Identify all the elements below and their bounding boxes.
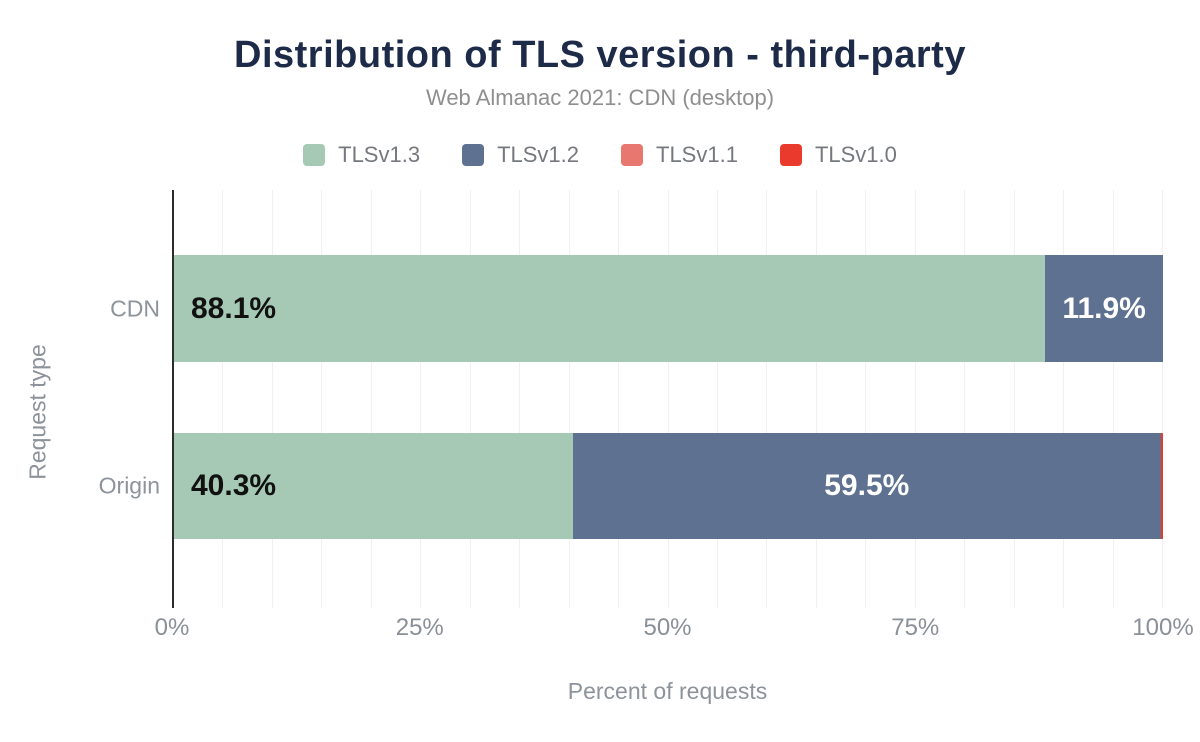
legend-label: TLSv1.2 — [497, 142, 579, 167]
legend-item-tlsv13[interactable]: TLSv1.3 — [303, 142, 420, 168]
bar-segment-cdn-tlsv12[interactable]: 11.9% — [1045, 255, 1163, 362]
gridline-35pct — [519, 190, 521, 608]
gridline-5pct — [222, 190, 224, 608]
legend: TLSv1.3 TLSv1.2 TLSv1.1 TLSv1.0 — [0, 142, 1200, 168]
gridline-15pct — [321, 190, 323, 608]
bar-segment-cdn-tlsv13[interactable]: 88.1% — [174, 255, 1046, 362]
legend-label: TLSv1.3 — [338, 142, 421, 167]
data-label-cdn-tlsv12: 11.9% — [1062, 291, 1146, 325]
legend-item-tlsv10[interactable]: TLSv1.0 — [779, 142, 897, 168]
bar-cdn: 88.1% 11.9% — [174, 255, 1163, 362]
bar-segment-origin-tlsv12[interactable]: 59.5% — [572, 433, 1162, 539]
bar-segment-origin-tlsv13[interactable]: 40.3% — [174, 433, 573, 539]
y-axis-title: Request type — [24, 344, 51, 480]
gridline-25pct — [420, 190, 422, 608]
plot-area: 88.1% 11.9% 40.3% 59.5% — [172, 190, 1163, 608]
gridline-45pct — [618, 190, 620, 608]
legend-label: TLSv1.0 — [814, 142, 897, 167]
gridline-55pct — [716, 190, 718, 608]
chart-title: Distribution of TLS version - third-part… — [234, 34, 966, 76]
gridline-85pct — [1013, 190, 1015, 608]
legend-item-tlsv11[interactable]: TLSv1.1 — [621, 142, 738, 168]
x-tick-75: 75% — [891, 614, 940, 641]
data-label-origin-tlsv13: 40.3% — [191, 469, 277, 502]
gridline-80pct — [964, 190, 966, 608]
gridline-10pct — [271, 190, 273, 608]
legend-swatch-tlsv12 — [462, 144, 485, 166]
legend-swatch-tlsv13 — [303, 144, 326, 166]
legend-swatch-tlsv10 — [779, 144, 802, 166]
gridline-100pct — [1162, 190, 1163, 608]
legend-swatch-tlsv11 — [621, 144, 643, 166]
x-tick-100: 100% — [1132, 614, 1194, 641]
x-tick-50: 50% — [643, 614, 692, 641]
chart-subtitle: Web Almanac 2021: CDN (desktop) — [425, 85, 775, 110]
legend-item-tlsv12[interactable]: TLSv1.2 — [462, 142, 579, 168]
data-label-cdn-tlsv13: 88.1% — [191, 291, 277, 325]
gridline-70pct — [865, 190, 867, 608]
gridline-75pct — [914, 190, 916, 608]
gridline-65pct — [815, 190, 817, 608]
bar-origin: 40.3% 59.5% — [174, 433, 1163, 539]
gridline-95pct — [1112, 190, 1114, 608]
gridline-60pct — [766, 190, 768, 608]
gridline-90pct — [1063, 190, 1065, 608]
category-label-origin: Origin — [98, 472, 160, 499]
gridline-20pct — [370, 190, 372, 608]
data-label-origin-tlsv12: 59.5% — [824, 469, 910, 502]
x-tick-0: 0% — [154, 614, 190, 641]
x-tick-25: 25% — [395, 614, 444, 641]
bar-segment-origin-tlsv10[interactable] — [1161, 433, 1163, 539]
gridline-50pct — [667, 190, 669, 608]
category-label-cdn: CDN — [110, 295, 160, 321]
gridline-30pct — [469, 190, 471, 608]
x-axis-title: Percent of requests — [567, 678, 768, 704]
legend-label: TLSv1.1 — [656, 142, 738, 167]
gridline-40pct — [568, 190, 570, 608]
